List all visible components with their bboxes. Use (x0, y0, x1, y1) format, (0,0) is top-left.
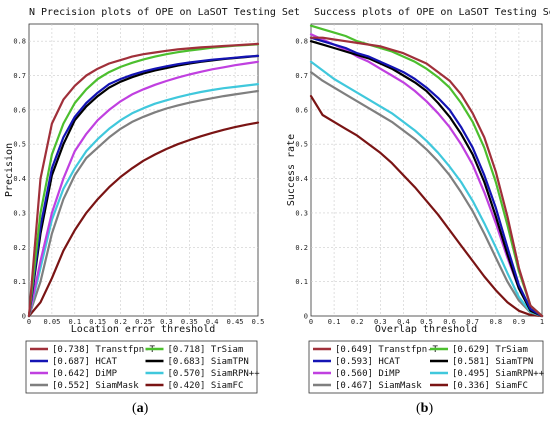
chart-title: Success plots of OPE on LaSOT Testing Se… (314, 7, 550, 18)
x-tick-label: 0.1 (328, 318, 341, 326)
subfigure-label: (b) (416, 401, 433, 416)
x-tick-label: 0.1 (68, 318, 81, 326)
series-line (27, 121, 260, 318)
x-tick-label: 0.4 (206, 318, 219, 326)
series-line (27, 60, 260, 318)
series-line (27, 89, 260, 318)
y-axis-label: Precision (4, 143, 15, 197)
series-line (27, 82, 260, 318)
series-line (309, 36, 544, 318)
legend-box (25, 340, 258, 394)
x-tick-label: 0.45 (227, 318, 244, 326)
y-tick-label: 0.2 (295, 244, 308, 252)
x-tick-label: 0 (27, 318, 31, 326)
y-tick-label: 0.2 (13, 244, 26, 252)
legend-box (308, 340, 544, 394)
legend-entry: [0.629] TrSiam (452, 345, 528, 355)
y-tick-label: 0.3 (13, 209, 26, 217)
legend-entry: [0.581] SiamTPN (452, 357, 533, 367)
y-tick-label: 0 (304, 313, 308, 321)
x-axis-label: Overlap threshold (375, 324, 477, 335)
x-tick-label: 0.35 (181, 318, 198, 326)
y-tick-label: 0.7 (13, 72, 26, 80)
series-line (309, 60, 544, 318)
x-tick-label: 0.3 (160, 318, 173, 326)
y-tick-label: 0.6 (13, 106, 26, 114)
legend-entry: [0.495] SiamRPN++ (452, 369, 545, 379)
legend-entry: [0.552] SiamMask (52, 381, 139, 391)
series-line (27, 54, 260, 318)
series-line (309, 94, 544, 318)
y-tick-label: 0.8 (13, 38, 26, 46)
legend-entry: [0.649] Transtfpn-T (335, 345, 439, 355)
series-line (309, 70, 544, 318)
legend-entry: [0.593] HCAT (335, 357, 401, 367)
y-tick-label: 0.8 (295, 38, 308, 46)
legend-entry: [0.467] SiamMask (335, 381, 422, 391)
x-tick-label: 0 (309, 318, 313, 326)
subfigure-label: (a) (132, 401, 149, 416)
x-tick-label: 0.2 (114, 318, 127, 326)
x-tick-label: 0.3 (374, 318, 387, 326)
series-line (27, 42, 260, 318)
y-tick-label: 0.6 (295, 106, 308, 114)
chart-title: N Precision plots of OPE on LaSOT Testin… (29, 7, 300, 18)
x-tick-label: 0.4 (397, 318, 410, 326)
legend-entry: [0.420] SiamFC (168, 381, 244, 391)
x-tick-label: 0.2 (351, 318, 364, 326)
y-tick-label: 0 (22, 313, 26, 321)
x-tick-label: 0.15 (89, 318, 106, 326)
x-tick-label: 0.8 (489, 318, 502, 326)
x-axis-label: Location error threshold (71, 324, 216, 335)
x-tick-label: 0.6 (443, 318, 456, 326)
y-tick-label: 0.7 (295, 72, 308, 80)
x-tick-label: 0.05 (43, 318, 60, 326)
legend-entry: [0.687] HCAT (52, 357, 118, 367)
legend-entry: [0.642] DiMP (52, 369, 118, 379)
series-line (309, 24, 544, 318)
legend-entry: [0.336] SiamFC (452, 381, 528, 391)
y-tick-label: 0.5 (13, 141, 26, 149)
y-tick-label: 0.4 (13, 175, 26, 183)
chart-panel-2: Success plots of OPE on LaSOT Testing Se… (286, 7, 550, 416)
y-tick-label: 0.5 (295, 141, 308, 149)
x-tick-label: 0.25 (135, 318, 152, 326)
legend-entry: [0.738] Transtfpn-T (52, 345, 156, 355)
series-line (309, 36, 544, 318)
legend-entry: [0.560] DiMP (335, 369, 401, 379)
y-tick-label: 0.1 (295, 278, 308, 286)
y-tick-label: 0.1 (13, 278, 26, 286)
x-tick-label: 0.9 (513, 318, 526, 326)
y-tick-label: 0.3 (295, 209, 308, 217)
y-axis-label: Success rate (286, 134, 297, 206)
y-tick-label: 0.4 (295, 175, 308, 183)
x-tick-label: 0.7 (466, 318, 479, 326)
legend-entry: [0.683] SiamTPN (168, 357, 249, 367)
series-line (309, 40, 544, 318)
x-tick-label: 0.5 (252, 318, 265, 326)
legend-entry: [0.718] TrSiam (168, 345, 244, 355)
x-tick-label: 1 (540, 318, 544, 326)
chart-panel-1: N Precision plots of OPE on LaSOT Testin… (4, 7, 300, 416)
x-tick-label: 0.5 (420, 318, 433, 326)
legend-entry: [0.570] SiamRPN++ (168, 369, 261, 379)
